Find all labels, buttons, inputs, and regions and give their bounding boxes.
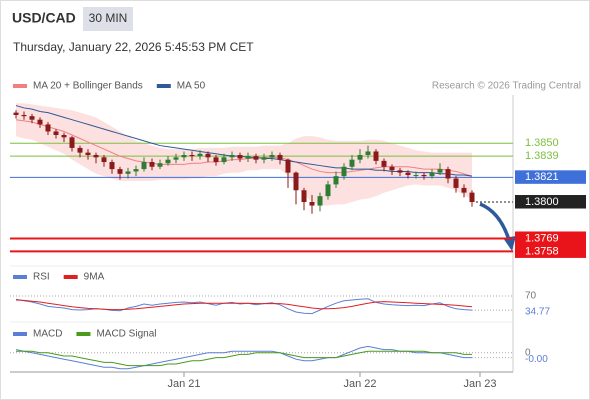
candle-body xyxy=(117,169,123,174)
x-tick-label: Jan 22 xyxy=(343,378,376,390)
candle-body xyxy=(437,169,443,173)
candle-body xyxy=(285,159,291,173)
candle-body xyxy=(277,154,283,160)
candle-body xyxy=(253,156,259,160)
last-value-label: -0.00 xyxy=(525,354,548,365)
legend-label: MACD xyxy=(33,329,62,340)
legend-label: MA 50 xyxy=(177,81,206,92)
credit: Research © 2026 Trading Central xyxy=(432,81,581,92)
candle-body xyxy=(221,157,227,163)
candle-body xyxy=(109,162,115,170)
indicator-line xyxy=(15,345,472,370)
candle-body xyxy=(101,157,107,163)
level-box xyxy=(515,231,586,245)
indicator-line xyxy=(15,299,473,311)
candle-body xyxy=(173,157,179,160)
candle-body xyxy=(213,157,219,163)
candle-body xyxy=(389,166,395,171)
candle-body xyxy=(125,171,131,174)
candle-body xyxy=(85,152,91,155)
level-label: 1.3821 xyxy=(525,171,559,183)
candle-body xyxy=(149,162,155,167)
x-tick-label: Jan 23 xyxy=(463,378,496,390)
y-tick-label: 0 xyxy=(525,347,531,358)
datetime: Thursday, January 22, 2026 5:45:53 PM CE… xyxy=(13,40,254,54)
level-box xyxy=(515,195,586,209)
candle-body xyxy=(181,154,187,158)
candle-body xyxy=(317,196,323,206)
candle-body xyxy=(237,154,243,159)
x-tick-label: Jan 21 xyxy=(167,378,200,390)
candle-body xyxy=(157,163,163,167)
candle-body xyxy=(429,172,435,177)
candle-body xyxy=(365,151,371,155)
level-box xyxy=(515,170,586,184)
y-tick-label: 70 xyxy=(525,291,537,302)
candle-body xyxy=(165,159,171,164)
candle-body xyxy=(45,124,51,132)
candle-body xyxy=(341,166,347,177)
candle-body xyxy=(405,172,411,175)
level-label: 1.3839 xyxy=(525,150,559,162)
candle-body xyxy=(77,147,83,153)
candle-body xyxy=(397,170,403,173)
symbol: USD/CAD xyxy=(12,10,76,26)
indicator-line xyxy=(15,119,473,177)
candle-body xyxy=(53,131,59,135)
candle-body xyxy=(61,134,67,138)
candle-body xyxy=(269,154,275,158)
candle-body xyxy=(229,154,235,158)
candle-body xyxy=(421,174,427,177)
legend-label: MACD Signal xyxy=(96,329,156,340)
legend-label: MA 20 + Bollinger Bands xyxy=(33,81,143,92)
candle-body xyxy=(333,176,339,185)
candle-body xyxy=(133,169,139,172)
candle-body xyxy=(29,116,35,120)
candle-body xyxy=(461,187,467,193)
candle-body xyxy=(381,160,387,167)
candle-body xyxy=(37,119,43,125)
candle-body xyxy=(469,192,475,203)
candle-body xyxy=(325,184,331,197)
legend-label: 9MA xyxy=(84,272,105,283)
candle-body xyxy=(349,159,355,167)
indicator-line xyxy=(16,350,472,367)
interval-box xyxy=(83,7,133,31)
candle-body xyxy=(93,154,99,158)
forecast-arrow-head xyxy=(503,236,516,251)
forecast-arrow xyxy=(479,202,511,241)
candle-body xyxy=(261,157,267,160)
candle-body xyxy=(309,202,315,206)
candle-body xyxy=(413,174,419,176)
bollinger-band xyxy=(16,103,472,206)
candle-body xyxy=(453,178,459,188)
indicator-line xyxy=(15,105,473,177)
candle-body xyxy=(205,153,211,158)
candle-body xyxy=(445,169,451,179)
legend-label: RSI xyxy=(33,272,50,283)
candle-body xyxy=(373,151,379,161)
candle-body xyxy=(189,154,195,157)
candle-body xyxy=(13,112,19,115)
candle-body xyxy=(293,172,299,191)
candle-body xyxy=(245,156,251,159)
candle-body xyxy=(301,190,307,203)
candle-body xyxy=(357,154,363,160)
level-label: 1.3850 xyxy=(525,137,559,149)
level-label: 1.3800 xyxy=(525,196,559,208)
candle-body xyxy=(197,153,203,157)
candle-body xyxy=(21,114,27,117)
candle-body xyxy=(69,137,75,148)
candle-body xyxy=(141,162,147,170)
level-box xyxy=(515,244,586,258)
last-value-label: 34.77 xyxy=(525,307,550,318)
interval: 30 MIN xyxy=(89,11,128,25)
level-label: 1.3769 xyxy=(525,232,559,244)
level-label: 1.3758 xyxy=(525,245,559,257)
